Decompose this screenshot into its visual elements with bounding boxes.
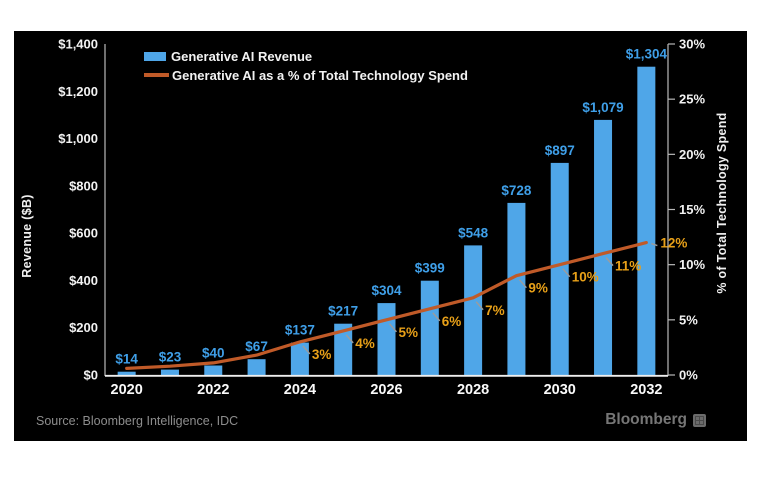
chart-panel: $0 $200 $400 $600 $800 $1,000 $1,200 $1,400 0% 5%…: [14, 31, 747, 441]
bar-value-label: $548: [458, 225, 489, 240]
right-axis-tick-label: 30%: [679, 37, 705, 52]
source-note: Source: Bloomberg Intelligence, IDC: [36, 414, 239, 428]
percent-label: 6%: [442, 314, 462, 329]
bar-2021: [160, 369, 179, 375]
bar-2027: [420, 280, 439, 375]
percent-label: 4%: [355, 336, 375, 351]
percent-label-leader: [345, 334, 354, 344]
percent-label: 7%: [485, 303, 505, 318]
bar-value-label: $137: [285, 323, 315, 338]
left-axis-tick-label: $1,400: [58, 37, 98, 52]
percent-label: 10%: [572, 270, 599, 285]
percent-label: 9%: [528, 281, 548, 296]
percent-label-leader: [518, 279, 527, 289]
right-axis-tick-label: 20%: [679, 147, 705, 162]
percent-label: 11%: [615, 259, 641, 274]
x-axis-tick-label: 2020: [111, 382, 143, 398]
bar-2031: [594, 119, 613, 376]
terminal-grid-icon: [693, 413, 706, 427]
percent-label-leader: [388, 323, 398, 333]
left-axis-tick-label: $1,000: [58, 131, 98, 146]
right-axis-title: % of Total Technology Spend: [715, 112, 729, 293]
bar-value-label: $14: [115, 352, 138, 367]
left-axis-title: Revenue ($B): [20, 194, 34, 277]
bar-value-label: $304: [371, 283, 402, 298]
left-axis-tick-label: $1,200: [58, 84, 98, 99]
x-axis-tick-label: 2022: [197, 382, 229, 398]
percent-label-leader: [562, 268, 571, 278]
left-axis-tick-label: $0: [84, 368, 98, 383]
percent-label-leader: [605, 257, 614, 267]
x-axis-tick-label: 2024: [284, 382, 316, 398]
bar-2020: [117, 371, 136, 375]
bar-2030: [550, 162, 569, 375]
line-swatch-icon: [144, 73, 169, 77]
percent-label: 3%: [312, 347, 332, 362]
legend-label: Generative AI as a % of Total Technology…: [172, 67, 468, 83]
bar-value-label: $1,304: [626, 47, 668, 62]
bar-value-label: $897: [545, 143, 575, 158]
left-axis-tick-label: $800: [69, 178, 98, 193]
x-axis-tick-label: 2026: [370, 382, 402, 398]
bar-2022: [204, 365, 223, 375]
bloomberg-logo: Bloomberg: [605, 411, 706, 429]
percent-label: 5%: [399, 325, 419, 340]
percent-label-leader: [432, 312, 441, 322]
bloomberg-logo-text: Bloomberg: [605, 411, 687, 428]
right-axis-tick-label: 25%: [679, 92, 705, 107]
bar-value-label: $399: [415, 261, 445, 276]
trend-line: [125, 241, 648, 370]
left-axis-tick-label: $400: [69, 273, 98, 288]
x-axis-tick-label: 2028: [457, 382, 489, 398]
bar-value-label: $40: [202, 346, 225, 361]
percent-label-leader: [651, 242, 658, 247]
left-axis-tick-label: $600: [69, 226, 98, 241]
right-axis-tick-label: 0%: [679, 368, 698, 383]
bar-2028: [464, 245, 483, 375]
x-axis-tick-label: 2032: [630, 382, 662, 398]
percent-label-leader: [302, 345, 311, 355]
bar-swatch-icon: [144, 51, 166, 61]
right-axis-tick-label: 5%: [679, 312, 698, 327]
legend-item-revenue: Generative AI Revenue: [144, 47, 468, 65]
left-axis-tick-label: $200: [69, 320, 98, 335]
percent-label: 12%: [660, 236, 687, 251]
percent-label-leader: [475, 301, 484, 311]
bar-2023: [247, 359, 266, 375]
chart-legend: Generative AI Revenue Generative AI as a…: [144, 47, 468, 84]
bar-2032: [637, 66, 656, 375]
bar-2029: [507, 202, 526, 375]
bar-2026: [377, 303, 396, 375]
legend-label: Generative AI Revenue: [171, 48, 313, 64]
legend-item-percent: Generative AI as a % of Total Technology…: [144, 66, 468, 84]
bar-value-label: $728: [501, 183, 532, 198]
x-axis-tick-label: 2030: [544, 382, 576, 398]
bar-value-label: $67: [245, 339, 268, 354]
bar-value-label: $1,079: [582, 100, 623, 115]
right-axis-tick-label: 10%: [679, 257, 705, 272]
right-axis-tick-label: 15%: [679, 202, 705, 217]
bar-value-label: $217: [328, 304, 358, 319]
bar-value-label: $23: [159, 350, 182, 365]
bar-2024: [290, 342, 309, 375]
chart-svg: $0 $200 $400 $600 $800 $1,000 $1,200 $1,400 0% 5%…: [20, 37, 729, 399]
